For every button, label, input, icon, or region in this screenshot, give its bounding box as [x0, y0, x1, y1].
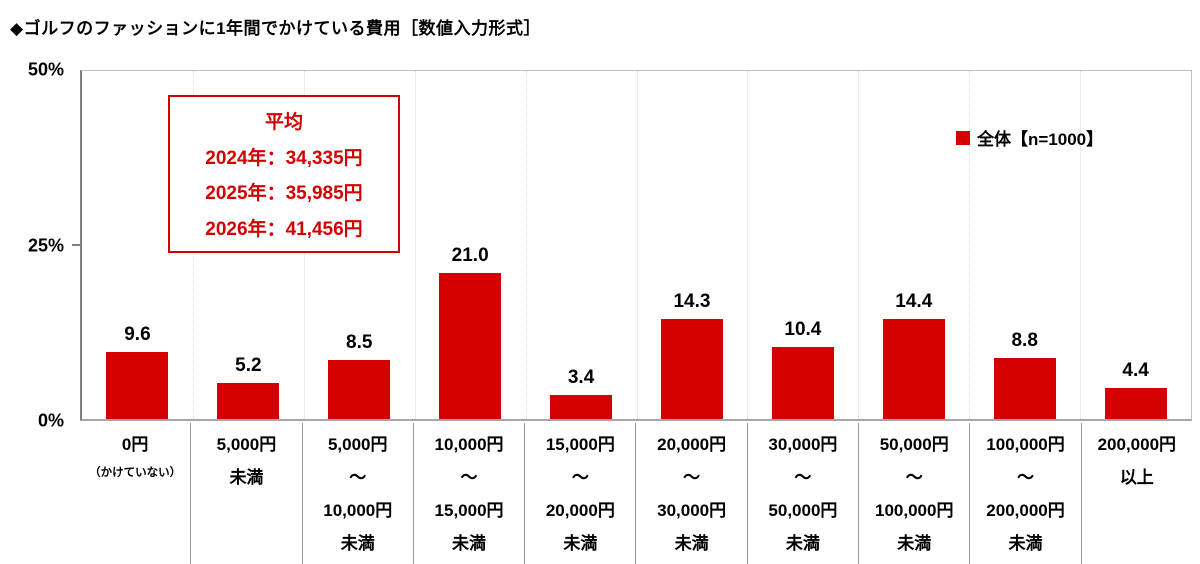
y-axis-tick-label: 25% [27, 235, 64, 255]
x-axis-label-line: 100,000円 [875, 501, 954, 520]
bar-value-label: 8.8 [1011, 329, 1038, 351]
bar-column: 5.2 [193, 71, 304, 419]
gridline [969, 71, 971, 419]
x-axis-category-label: 20,000円 ～ 30,000円 未満 [636, 423, 748, 564]
chart-title: ◆ゴルフのファッションに1年間でかけている費用［数値入力形式］ [10, 19, 542, 38]
x-axis-category-label: 50,000円 ～ 100,000円 未満 [859, 423, 971, 564]
bar-value-label: 5.2 [235, 354, 262, 376]
x-axis-label-line: 未満 [785, 534, 820, 553]
x-axis-label-line: ～ [571, 468, 589, 487]
y-axis: 50% 25% 0% [0, 60, 70, 431]
y-axis-tick-label: 0% [37, 410, 64, 431]
x-axis-label-line: 10,000円 [434, 435, 504, 454]
bar-column: 10.4 [747, 71, 858, 419]
x-axis-label-line: 100,000円 [986, 435, 1065, 454]
bars-layer: 9.6 5.2 8.5 21.0 3.4 14.3 10.4 14.4 8.8 4.4 [82, 71, 1191, 419]
x-axis-label-line: 50,000円 [879, 435, 949, 454]
bar-column: 8.5 [304, 71, 415, 419]
x-axis-category-label: 200,000円 以上 [1082, 423, 1192, 564]
x-axis-label-line: 未満 [452, 534, 487, 553]
bar-value-label: 14.4 [895, 290, 933, 312]
legend: 全体【n=1000】 [956, 125, 1103, 150]
bar [1104, 388, 1167, 419]
average-heading: 平均 [264, 112, 303, 134]
x-axis-label-line: 15,000円 [434, 501, 504, 520]
x-axis-label-line: 10,000円 [323, 501, 393, 520]
bar-column: 8.8 [969, 71, 1080, 419]
average-line-2025: 2025年：35,985円 [205, 183, 363, 205]
bar [771, 346, 834, 419]
x-axis-label-line: 5,000円 [327, 435, 388, 454]
bar [106, 352, 169, 419]
legend-swatch-icon [956, 130, 970, 145]
bar-column: 21.0 [415, 71, 526, 419]
bar-value-label: 14.3 [673, 291, 711, 313]
x-axis-label-line: 未満 [674, 534, 709, 553]
x-axis-label-line: ～ [460, 468, 478, 487]
x-axis-label-line: 以上 [1119, 468, 1154, 487]
x-axis-label-line: （かけていない） [89, 467, 182, 479]
bar [328, 359, 391, 419]
bar-value-label: 8.5 [346, 331, 373, 353]
x-axis-label-line: 20,000円 [545, 501, 615, 520]
bar-value-label: 4.4 [1122, 360, 1149, 382]
gridline [636, 71, 638, 419]
bar-column: 4.4 [1080, 71, 1191, 419]
average-annotation-box: 平均 2024年：34,335円 2025年：35,985円 2026年：41,… [168, 95, 400, 253]
bar-column: 9.6 [82, 71, 193, 419]
average-line-2026: 2026年：41,456円 [205, 218, 363, 240]
bar [993, 357, 1056, 419]
bar-value-label: 9.6 [124, 324, 151, 346]
x-axis-label-line: 20,000円 [657, 435, 727, 454]
bar-value-label: 21.0 [451, 244, 489, 266]
x-axis-labels: 0円 （かけていない） 5,000円 未満 5,000円～ 10,000円 未満 10,000… [80, 423, 1192, 564]
x-axis-label-line: 50,000円 [768, 501, 838, 520]
x-axis-label-line: ～ [905, 468, 923, 487]
y-axis-tick-label: 50% [27, 59, 64, 80]
x-axis-label-line: 5,000円 [216, 435, 277, 454]
x-axis-category-label: 15,000円 ～ 20,000円 未満 [525, 423, 637, 564]
x-axis-category-label: 10,000円 ～ 15,000円 未満 [414, 423, 526, 564]
x-axis-category-label: 0円 （かけていない） [80, 423, 192, 564]
x-axis-category-label: 100,000円 ～ 200,000円 未満 [970, 423, 1082, 564]
gridline [747, 71, 749, 419]
x-axis-label-line: 未満 [340, 534, 375, 553]
bar-column: 14.3 [637, 71, 748, 419]
x-axis-category-label: 30,000円 ～ 50,000円 未満 [748, 423, 860, 564]
bar [217, 382, 280, 419]
bar-column: 3.4 [526, 71, 637, 419]
x-axis-category-label: 5,000円 未満 [191, 423, 303, 564]
x-axis-label-line: ～ [349, 468, 367, 487]
x-axis-label-line: 200,000円 [1097, 435, 1177, 454]
x-axis-label-line: 30,000円 [657, 501, 727, 520]
bar [882, 318, 945, 419]
x-axis-category-label: 5,000円 ～ 10,000円 未満 [303, 423, 414, 564]
bar [439, 272, 502, 419]
average-line-2024: 2024年：34,335円 [205, 147, 363, 169]
x-axis-label-line: 未満 [563, 534, 598, 553]
gridline [525, 71, 527, 419]
x-axis-label-line: 30,000円 [768, 435, 838, 454]
bar-column: 14.4 [858, 71, 969, 419]
x-axis-label-line: 15,000円 [545, 435, 615, 454]
bar-value-label: 3.4 [567, 367, 595, 389]
x-axis-label-line: 200,000円 [986, 501, 1065, 520]
bar-value-label: 10.4 [784, 318, 822, 340]
gridline [858, 71, 860, 419]
y-axis-tick-mark [72, 244, 80, 246]
x-axis-label-line: 未満 [1008, 534, 1043, 553]
x-axis-label-line: 未満 [897, 534, 932, 553]
bar [660, 319, 724, 419]
plot-area: 9.6 5.2 8.5 21.0 3.4 14.3 10.4 14.4 8.8 4.4 [72, 70, 1192, 421]
x-axis-label-line: ～ [794, 468, 812, 487]
x-axis-label-line: ～ [1017, 468, 1035, 487]
x-axis-label-line: ～ [683, 468, 701, 487]
x-axis-label-line: 0円 [121, 435, 149, 454]
legend-label: 全体【n=1000】 [977, 130, 1104, 149]
x-axis-label-line: 未満 [229, 468, 264, 487]
gridline [1080, 71, 1082, 419]
bar [550, 395, 613, 419]
gridline [414, 71, 416, 419]
